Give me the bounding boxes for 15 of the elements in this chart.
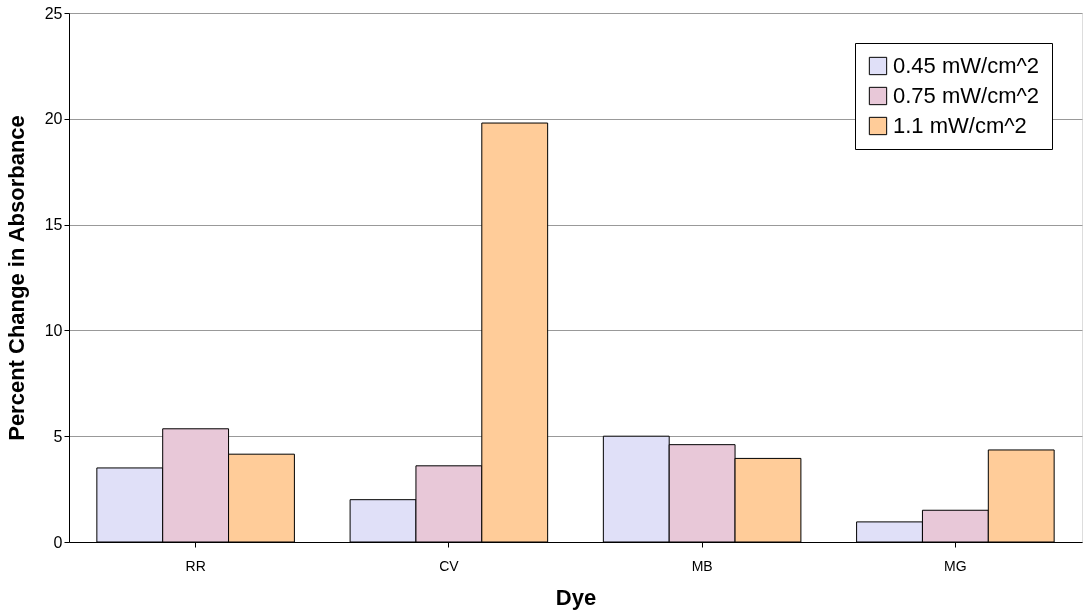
y-axis-title: Percent Change in Absorbance <box>3 115 29 441</box>
y-tick-label: 25 <box>44 4 63 22</box>
x-tick-label: CV <box>439 557 460 574</box>
legend-label: 0.75 mW/cm^2 <box>893 83 1040 108</box>
x-axis-title: Dye <box>555 584 597 610</box>
y-tick-label: 15 <box>44 216 63 234</box>
x-tick-label: MB <box>691 557 713 574</box>
legend-label: 1.1 mW/cm^2 <box>893 113 1027 138</box>
x-tick-label: MG <box>944 557 967 574</box>
y-tick-label: 0 <box>53 533 63 551</box>
y-tick-label: 10 <box>44 321 63 339</box>
x-tick-label: RR <box>185 557 206 574</box>
legend-label: 0.45 mW/cm^2 <box>893 53 1040 78</box>
y-tick-label: 5 <box>53 427 63 445</box>
y-tick-label: 20 <box>44 110 63 128</box>
